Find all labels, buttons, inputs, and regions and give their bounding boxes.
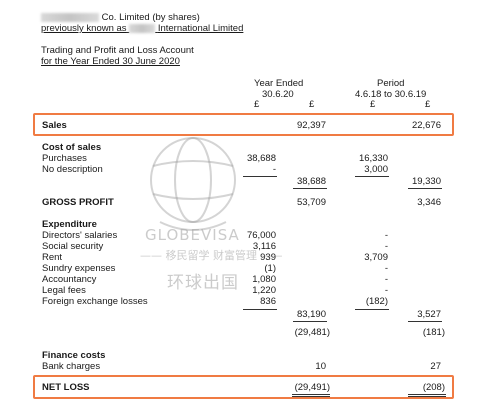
net-loss-label: NET LOSS bbox=[42, 382, 90, 393]
exp-row-prior: 3,709 bbox=[364, 252, 388, 263]
cos-row-label: Purchases bbox=[42, 153, 87, 164]
subtotal-rule bbox=[243, 309, 277, 310]
exp-total-prior: 3,527 bbox=[417, 309, 441, 320]
exp-row-current: 3,116 bbox=[252, 241, 276, 252]
total-rule bbox=[293, 188, 327, 189]
exp-row-label: Social security bbox=[42, 241, 104, 252]
prior-column-label: Period bbox=[377, 78, 405, 89]
currency-symbol: £ bbox=[309, 99, 315, 110]
subtotal-rule bbox=[243, 176, 277, 177]
fin-row-prior: 27 bbox=[430, 361, 441, 372]
currency-symbol: £ bbox=[254, 99, 260, 110]
exp-row-current: (1) bbox=[264, 263, 276, 274]
total-rule bbox=[408, 188, 442, 189]
exp-row-prior: - bbox=[384, 230, 388, 241]
fin-row-label: Bank charges bbox=[42, 361, 101, 372]
net-loss-prior: (208) bbox=[422, 382, 445, 393]
sales-current: 92,397 bbox=[296, 120, 326, 131]
currency-symbol: £ bbox=[370, 99, 376, 110]
exp-row-current: 836 bbox=[260, 296, 276, 307]
cos-row-prior: 3,000 bbox=[364, 164, 388, 175]
double-rule bbox=[408, 394, 446, 395]
fin-row-current: 10 bbox=[315, 361, 326, 372]
gross-profit-prior: 3,346 bbox=[417, 197, 441, 208]
sales-label: Sales bbox=[42, 120, 67, 131]
double-rule bbox=[292, 394, 330, 395]
statement-period: for the Year Ended 30 June 2020 bbox=[41, 56, 180, 67]
exp-row-label: Accountancy bbox=[42, 274, 97, 285]
exp-row-label: Foreign exchange losses bbox=[42, 296, 148, 307]
exp-row-prior: - bbox=[384, 285, 388, 296]
cos-row-current: - bbox=[272, 164, 276, 175]
exp-row-current: 76,000 bbox=[246, 230, 276, 241]
subtotal-rule bbox=[355, 309, 389, 310]
exp-row-current: 1,080 bbox=[252, 274, 276, 285]
cos-row-prior: 16,330 bbox=[358, 153, 388, 164]
finance-costs-heading: Finance costs bbox=[42, 350, 106, 361]
currency-symbol: £ bbox=[425, 99, 431, 110]
exp-total-current: 83,190 bbox=[296, 309, 326, 320]
redacted-previous-name bbox=[129, 23, 156, 33]
gross-profit-label: GROSS PROFIT bbox=[42, 197, 114, 208]
exp-row-label: Sundry expenses bbox=[42, 263, 116, 274]
net-loss-current: (29,491) bbox=[294, 382, 330, 393]
exp-row-prior: (182) bbox=[365, 296, 388, 307]
exp-row-current: 1,220 bbox=[252, 285, 276, 296]
exp-row-prior: - bbox=[384, 263, 388, 274]
sales-highlight bbox=[33, 113, 454, 136]
exp-row-label: Legal fees bbox=[42, 285, 86, 296]
exp-row-label: Directors' salaries bbox=[42, 230, 118, 241]
cos-total-current: 38,688 bbox=[296, 176, 326, 187]
exp-row-label: Rent bbox=[42, 252, 63, 263]
prior-column-date: 4.6.18 to 30.6.19 bbox=[355, 89, 427, 100]
exp-row-prior: - bbox=[384, 274, 388, 285]
net-loss-highlight bbox=[33, 375, 454, 399]
exp-row-current: 939 bbox=[260, 252, 276, 263]
previous-name: previously known as International Limite… bbox=[41, 23, 244, 34]
after-expenditure-prior: (181) bbox=[422, 327, 445, 338]
gross-profit-current: 53,709 bbox=[296, 197, 326, 208]
subtotal-rule bbox=[355, 176, 389, 177]
redacted-name bbox=[41, 12, 99, 22]
cos-row-label: No description bbox=[42, 164, 103, 175]
total-rule bbox=[408, 321, 442, 322]
total-rule bbox=[293, 321, 327, 322]
company-name: Co. Limited (by shares) bbox=[41, 12, 200, 23]
cos-row-current: 38,688 bbox=[246, 153, 276, 164]
cos-total-prior: 19,330 bbox=[411, 176, 441, 187]
cost-of-sales-heading: Cost of sales bbox=[42, 142, 102, 153]
double-rule bbox=[408, 396, 446, 397]
expenditure-heading: Expenditure bbox=[42, 219, 97, 230]
current-column-date: 30.6.20 bbox=[262, 89, 294, 100]
double-rule bbox=[292, 396, 330, 397]
exp-row-prior: - bbox=[384, 241, 388, 252]
after-expenditure-current: (29,481) bbox=[294, 327, 330, 338]
sales-prior: 22,676 bbox=[411, 120, 441, 131]
statement-title: Trading and Profit and Loss Account bbox=[41, 45, 194, 56]
current-column-label: Year Ended bbox=[254, 78, 304, 89]
